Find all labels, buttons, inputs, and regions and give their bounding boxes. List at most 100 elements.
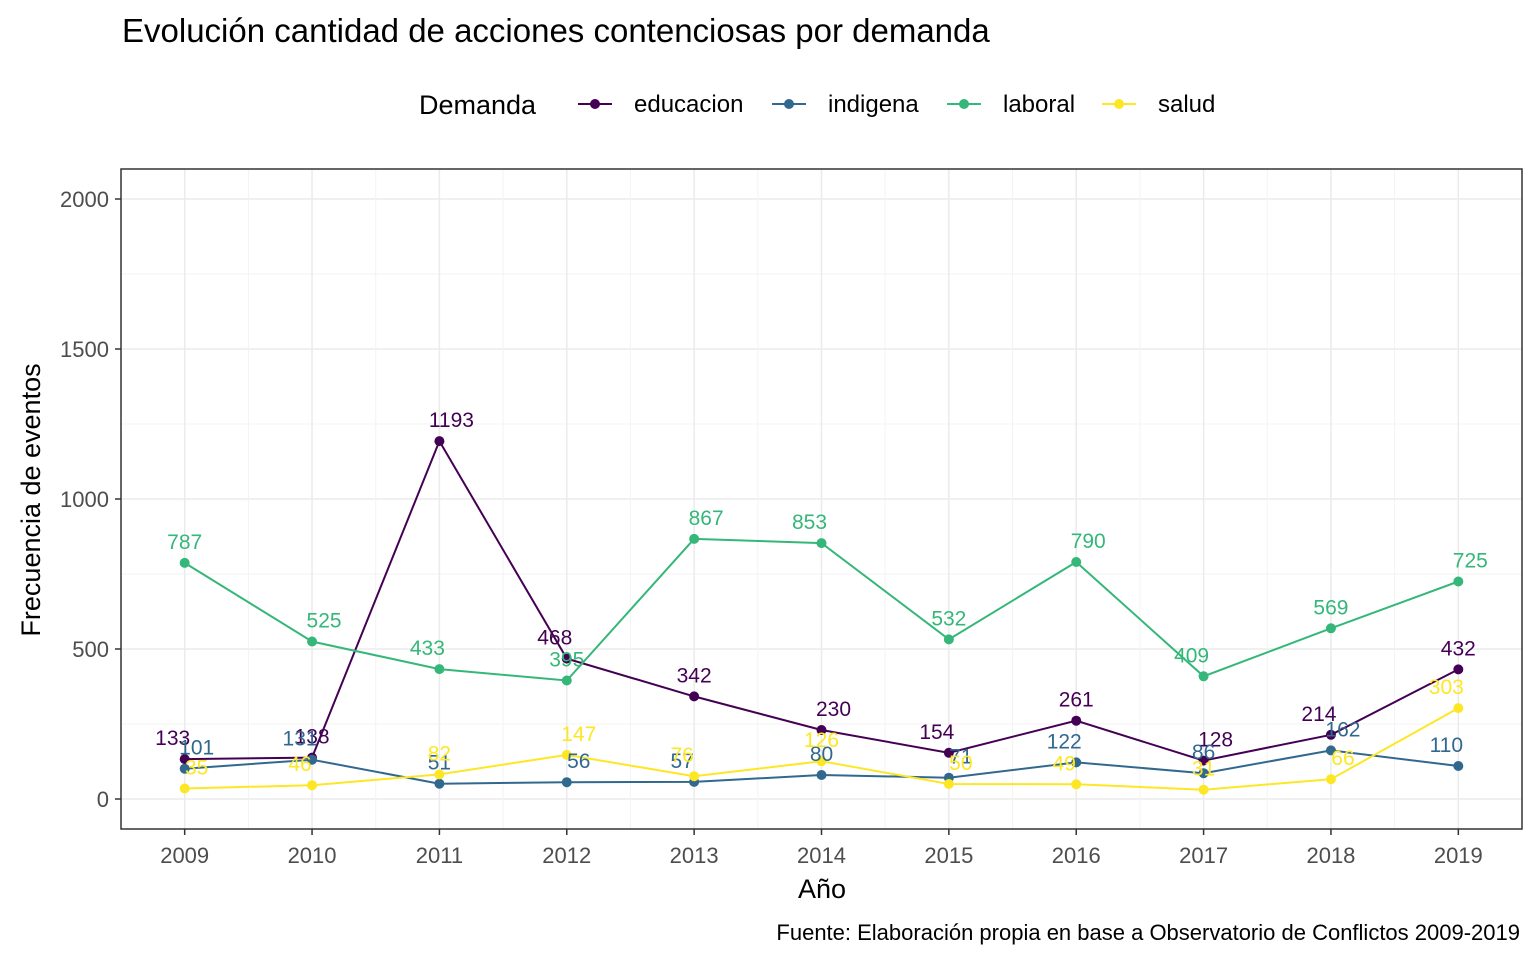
y-axis: 0 500 1000 1500 2000 bbox=[60, 187, 121, 812]
chart-title: Evolución cantidad de acciones contencio… bbox=[122, 12, 990, 49]
data-point-indigena bbox=[179, 763, 190, 774]
legend-item-indigena: indigena bbox=[772, 91, 919, 118]
legend-item-salud: salud bbox=[1102, 91, 1215, 118]
x-tick-label: 2012 bbox=[542, 843, 591, 868]
data-label-laboral: 867 bbox=[689, 507, 724, 530]
data-label-laboral: 787 bbox=[167, 531, 202, 554]
data-label-indigena: 131 bbox=[283, 728, 318, 751]
data-label-salud: 66 bbox=[1331, 747, 1354, 770]
data-label-educacion: 1193 bbox=[429, 409, 474, 432]
data-label-indigena: 101 bbox=[179, 737, 214, 760]
data-point-salud bbox=[307, 780, 318, 791]
data-label-salud: 50 bbox=[949, 752, 972, 775]
data-point-laboral bbox=[561, 675, 572, 686]
data-label-laboral: 525 bbox=[307, 610, 342, 633]
data-point-indigena bbox=[816, 770, 827, 780]
data-point-indigena bbox=[1325, 745, 1336, 756]
data-label-indigena: 51 bbox=[428, 752, 451, 775]
data-label-indigena: 57 bbox=[670, 750, 693, 773]
legend-label: indigena bbox=[828, 91, 919, 118]
x-tick-label: 2009 bbox=[160, 843, 209, 868]
legend: Demanda educacion indigena laboral salud bbox=[419, 90, 1215, 120]
data-point-laboral bbox=[434, 664, 445, 675]
y-tick-label: 500 bbox=[72, 637, 109, 662]
data-label-salud: 303 bbox=[1429, 676, 1464, 699]
series-points bbox=[179, 436, 1464, 795]
data-point-laboral bbox=[816, 538, 827, 549]
data-label-indigena: 110 bbox=[1430, 734, 1463, 757]
data-label-salud: 31 bbox=[1192, 758, 1215, 781]
data-point-salud bbox=[434, 769, 445, 780]
data-label-salud: 147 bbox=[561, 723, 596, 746]
x-axis-title: Año bbox=[798, 874, 846, 904]
data-label-educacion: 138 bbox=[295, 726, 330, 749]
data-label-indigena: 162 bbox=[1325, 718, 1360, 741]
y-tick-label: 1500 bbox=[60, 337, 109, 362]
legend-title: Demanda bbox=[419, 90, 537, 120]
data-label-indigena: 80 bbox=[810, 743, 833, 766]
data-label-educacion: 261 bbox=[1059, 689, 1094, 712]
data-point-indigena bbox=[1453, 761, 1464, 771]
data-label-educacion: 214 bbox=[1301, 703, 1336, 726]
data-label-educacion: 432 bbox=[1441, 637, 1476, 660]
data-point-laboral bbox=[307, 636, 318, 647]
x-tick-label: 2019 bbox=[1434, 843, 1483, 868]
data-label-educacion: 133 bbox=[155, 727, 190, 750]
legend-key-point bbox=[1114, 99, 1124, 109]
legend-item-educacion: educacion bbox=[578, 91, 743, 118]
legend-label: salud bbox=[1158, 91, 1215, 118]
data-point-laboral bbox=[179, 557, 190, 568]
legend-key-point bbox=[784, 99, 794, 109]
x-tick-label: 2011 bbox=[416, 843, 463, 868]
data-point-laboral bbox=[1071, 557, 1082, 567]
data-label-salud: 82 bbox=[428, 742, 451, 765]
data-point-educacion bbox=[561, 653, 572, 664]
x-tick-label: 2010 bbox=[288, 843, 337, 868]
data-label-indigena: 86 bbox=[1192, 741, 1215, 764]
data-point-indigena bbox=[1071, 757, 1082, 768]
data-label-laboral: 853 bbox=[792, 511, 827, 534]
data-point-salud bbox=[1198, 784, 1209, 795]
data-point-salud bbox=[943, 779, 954, 789]
data-point-salud bbox=[1325, 774, 1336, 785]
data-label-salud: 46 bbox=[288, 753, 311, 776]
data-point-educacion bbox=[943, 747, 954, 758]
data-point-salud bbox=[1071, 779, 1082, 790]
data-point-laboral bbox=[1198, 671, 1209, 682]
data-label-salud: 35 bbox=[185, 757, 208, 780]
data-label-educacion: 230 bbox=[816, 698, 851, 721]
data-point-salud bbox=[1453, 703, 1464, 714]
x-tick-label: 2016 bbox=[1052, 843, 1101, 868]
data-label-salud: 76 bbox=[670, 744, 693, 767]
data-point-indigena bbox=[561, 777, 572, 788]
data-label-laboral: 725 bbox=[1453, 550, 1488, 573]
x-tick-label: 2015 bbox=[924, 843, 973, 868]
data-label-indigena: 122 bbox=[1047, 730, 1082, 753]
data-label-educacion: 154 bbox=[919, 721, 954, 744]
data-point-salud bbox=[689, 771, 700, 782]
data-label-educacion: 128 bbox=[1198, 729, 1233, 752]
data-point-educacion bbox=[689, 691, 700, 702]
data-point-laboral bbox=[1325, 623, 1336, 634]
legend-key-point bbox=[959, 99, 969, 109]
data-label-educacion: 342 bbox=[677, 664, 712, 687]
data-point-salud bbox=[179, 783, 190, 794]
data-point-educacion bbox=[816, 725, 827, 735]
data-point-educacion bbox=[179, 754, 190, 765]
data-label-laboral: 409 bbox=[1174, 644, 1209, 667]
x-tick-label: 2014 bbox=[797, 843, 846, 868]
legend-label: educacion bbox=[634, 91, 743, 118]
y-axis-title: Frecuencia de eventos bbox=[16, 363, 46, 636]
data-point-salud bbox=[561, 749, 572, 760]
data-label-laboral: 395 bbox=[549, 649, 584, 672]
data-label-indigena: 71 bbox=[949, 746, 972, 769]
data-point-educacion bbox=[1198, 755, 1209, 766]
x-axis: 2009 2010 2011 2012 2013 2014 2015 2016 2017 2018… bbox=[160, 829, 1483, 868]
legend-item-laboral: laboral bbox=[947, 91, 1075, 118]
data-point-educacion bbox=[1325, 729, 1336, 740]
data-point-indigena bbox=[307, 754, 318, 765]
data-label-salud: 49 bbox=[1053, 752, 1076, 775]
data-label-laboral: 790 bbox=[1071, 530, 1106, 553]
data-point-laboral bbox=[943, 634, 954, 645]
